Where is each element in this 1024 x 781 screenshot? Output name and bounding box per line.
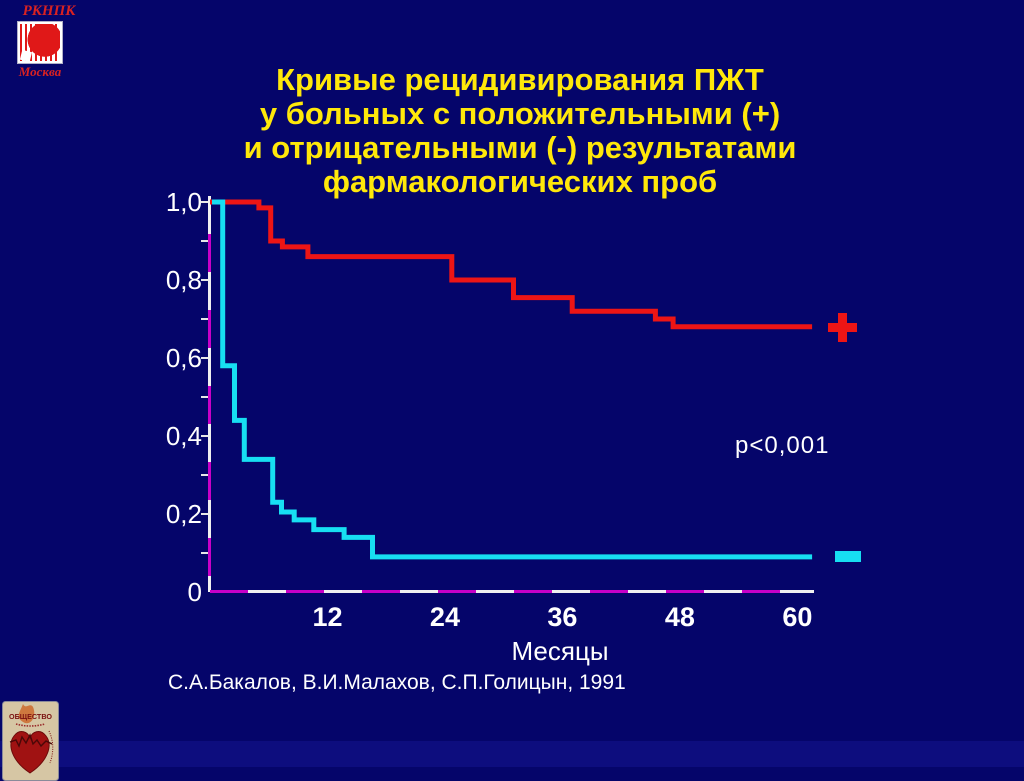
society-logo: ОБЩЕСТВО — [2, 701, 59, 781]
y-axis-tick-mark — [201, 435, 208, 437]
rknpk-logo-org-label: РКНПК — [22, 3, 76, 19]
y-axis-tick-label: 1,0 — [165, 187, 202, 217]
y-axis-tick-mark — [201, 201, 208, 203]
series-positive-curve — [210, 199, 813, 330]
p-value-annotation: p<0,001 — [735, 432, 830, 459]
y-axis-tick-label: 0,8 — [165, 265, 202, 295]
positive-group-plus-icon — [828, 313, 857, 342]
y-axis-tick-mark — [201, 318, 208, 320]
citation: С.А.Бакалов, В.И.Малахов, С.П.Голицын, 1… — [168, 671, 626, 694]
slide-title: Кривые рецидивирования ПЖТ у больных с п… — [120, 63, 920, 199]
x-axis-tick-label: 24 — [429, 602, 460, 632]
x-axis-tick-label: 36 — [547, 602, 578, 632]
rknpk-logo-city-label: Москва — [18, 64, 62, 79]
series-negative-curve — [212, 199, 813, 560]
society-logo-subtext-arc — [15, 723, 46, 727]
x-axis-title: Месяцы — [511, 636, 609, 666]
x-axis-tick-label: 12 — [312, 602, 343, 632]
y-axis-tick-mark — [201, 279, 208, 281]
flame-icon — [18, 704, 35, 724]
rknpk-logo-emblem — [17, 21, 63, 64]
y-axis-tick-mark — [201, 396, 208, 398]
x-axis-tick-label: 48 — [664, 602, 695, 632]
y-axis-tick-label: 0 — [187, 577, 202, 607]
y-axis-tick-label: 0,6 — [165, 343, 202, 373]
slide-title-line-4: фармакологических проб — [322, 164, 718, 199]
x-axis-line — [210, 590, 814, 593]
y-axis-line — [208, 196, 211, 592]
slide-title-line-2: у больных с положительными (+) — [259, 96, 781, 131]
y-axis-tick-mark — [201, 552, 208, 554]
red-striped-heart-icon — [20, 24, 60, 61]
society-logo-side-arc — [48, 730, 54, 764]
y-axis-tick-label: 0,2 — [165, 499, 202, 529]
y-axis-tick-label: 0,4 — [165, 421, 202, 451]
y-axis-tick-mark — [201, 513, 208, 515]
rknpk-logo: РКНПК Москва — [0, 0, 100, 85]
y-axis-tick-mark — [201, 474, 208, 476]
y-axis-tick-mark — [201, 357, 208, 359]
bottom-strip — [0, 741, 1024, 767]
slide-title-line-3: и отрицательными (-) результатами — [243, 130, 797, 165]
negative-group-minus-icon — [835, 551, 861, 562]
ecg-trace-icon — [9, 733, 53, 748]
y-axis-tick-mark — [201, 240, 208, 242]
slide-title-line-1: Кривые рецидивирования ПЖТ — [276, 62, 764, 97]
society-logo-label: ОБЩЕСТВО — [9, 712, 52, 721]
x-axis-tick-label: 60 — [782, 602, 813, 632]
